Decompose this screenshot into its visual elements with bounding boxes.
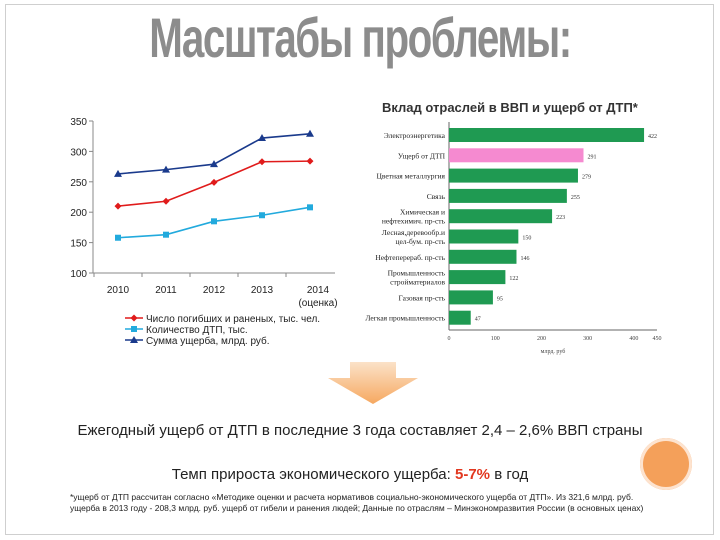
bar-category-label: Связь (427, 192, 446, 201)
bar-value-label: 255 (571, 195, 580, 201)
line-point-series-2 (115, 234, 121, 241)
bar-x-tick-label: 0 (448, 336, 451, 342)
growth-prefix: Темп прироста экономического ущерба: (171, 466, 451, 483)
line-point-series-1 (258, 158, 266, 166)
bar-x-axis-label: млрд. руб (541, 348, 566, 355)
bar-value-label: 47 (475, 317, 481, 323)
bar-value-label: 291 (588, 154, 597, 160)
line-point-series-1 (114, 202, 122, 210)
line-point-series-1 (210, 178, 218, 186)
bar-x-tick-label: 400 (629, 336, 638, 342)
bar-category-label: Цветная металлургия (376, 172, 445, 181)
line-chart-y-tick-label: 350 (70, 117, 87, 128)
line-series-3 (117, 132, 311, 175)
legend-label-3: Сумма ущерба, млрд. руб. (146, 335, 270, 347)
line-chart-x-tick-label: (оценка) (298, 298, 337, 309)
bar-category-label: Лесная,деревообр.и (382, 228, 445, 237)
summary-text: Ежегодный ущерб от ДТП в последние 3 год… (77, 422, 643, 439)
bar-category-label: стройматериалов (390, 278, 445, 287)
bar-10 (449, 310, 471, 325)
bar-category-label: нефтехимич. пр-сть (382, 217, 446, 226)
line-point-series-2 (259, 212, 265, 219)
bar-2 (449, 148, 584, 163)
bar-6 (449, 229, 519, 244)
bar-category-label: Промышленность (388, 269, 446, 278)
line-chart-x-tick-label: 2014 (307, 285, 330, 296)
bar-x-tick-label: 450 (653, 336, 662, 342)
bar-3 (449, 168, 578, 183)
bar-category-label: Химическая и (400, 208, 445, 217)
growth-value: 5-7% (454, 466, 491, 483)
bar-value-label: 279 (582, 175, 591, 181)
growth-line: Темп прироста экономического ущерба: 5-7… (70, 466, 630, 483)
down-arrow-icon (328, 362, 418, 404)
line-chart-y-tick-label: 200 (70, 208, 87, 219)
slide-frame (5, 4, 714, 535)
line-chart-y-tick-label: 100 (70, 269, 87, 280)
line-chart-x-tick-label: 2013 (251, 285, 274, 296)
line-point-series-3 (306, 129, 314, 137)
legend-label-2: Количество ДТП, тыс. (146, 325, 248, 336)
line-point-series-3 (210, 160, 218, 168)
legend-marker-3 (130, 336, 138, 343)
page-title: Масштабы проблемы: (149, 6, 572, 69)
bar-9 (449, 290, 493, 305)
legend-label-1: Число погибших и раненых, тыс. чел. (146, 313, 320, 325)
line-point-series-3 (258, 134, 266, 142)
legend-marker-2 (131, 326, 137, 332)
growth-suffix: в год (494, 466, 529, 483)
decorative-circle (640, 438, 692, 490)
footnote: *ущерб от ДТП рассчитан согласно «Методи… (70, 492, 644, 513)
line-point-series-2 (211, 218, 217, 225)
bar-value-label: 150 (522, 236, 531, 242)
line-point-series-2 (307, 204, 313, 211)
bar-category-label: цел-бум. пр-сть (395, 237, 445, 246)
bar-1 (449, 128, 645, 142)
bar-x-tick-label: 100 (491, 336, 500, 342)
line-point-series-1 (306, 157, 314, 165)
bar-x-tick-label: 300 (583, 336, 592, 342)
line-chart-y-tick-label: 150 (70, 239, 87, 250)
line-chart-y-tick-label: 300 (70, 147, 87, 158)
line-chart-x-tick-label: 2011 (155, 285, 177, 296)
bar-category-label: Ущерб от ДТП (398, 151, 446, 160)
bar-value-label: 223 (556, 215, 565, 221)
line-point-series-3 (114, 169, 122, 177)
line-point-series-3 (162, 165, 170, 173)
bar-category-label: Электроэнергетика (384, 131, 446, 140)
bar-value-label: 122 (509, 276, 518, 282)
line-point-series-1 (162, 197, 170, 205)
line-chart-x-tick-label: 2010 (107, 285, 130, 296)
bar-8 (449, 270, 506, 285)
bar-value-label: 422 (648, 134, 657, 140)
line-point-series-2 (163, 231, 169, 238)
bar-category-label: Газовая пр-сть (398, 293, 445, 302)
bar-category-label: Легкая промышленность (365, 314, 445, 323)
line-chart-y-tick-label: 250 (70, 178, 87, 189)
bar-value-label: 146 (520, 256, 529, 262)
bar-chart-title: Вклад отраслей в ВВП и ущерб от ДТП* (382, 100, 638, 115)
line-chart-x-tick-label: 2012 (203, 285, 226, 296)
bar-5 (449, 209, 553, 224)
legend-marker-1 (130, 314, 138, 322)
bar-x-tick-label: 200 (537, 336, 546, 342)
bar-category-label: Нефтеперераб. пр-сть (375, 253, 445, 262)
bar-4 (449, 188, 567, 203)
bar-value-label: 95 (497, 296, 503, 302)
bar-7 (449, 249, 517, 264)
